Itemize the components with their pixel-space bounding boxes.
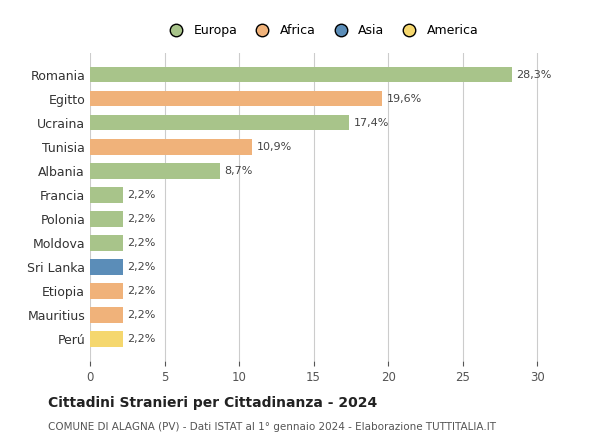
Bar <box>90 259 123 275</box>
Text: Cittadini Stranieri per Cittadinanza - 2024: Cittadini Stranieri per Cittadinanza - 2… <box>48 396 377 410</box>
Bar <box>90 307 123 323</box>
Text: COMUNE DI ALAGNA (PV) - Dati ISTAT al 1° gennaio 2024 - Elaborazione TUTTITALIA.: COMUNE DI ALAGNA (PV) - Dati ISTAT al 1°… <box>48 422 496 433</box>
Bar <box>90 187 123 202</box>
Text: 2,2%: 2,2% <box>127 238 155 248</box>
Bar <box>90 115 349 131</box>
Bar <box>90 211 123 227</box>
Bar <box>90 163 220 179</box>
Bar <box>90 139 253 154</box>
Bar <box>90 235 123 251</box>
Bar <box>90 91 382 106</box>
Text: 2,2%: 2,2% <box>127 262 155 272</box>
Legend: Europa, Africa, Asia, America: Europa, Africa, Asia, America <box>158 19 484 42</box>
Text: 2,2%: 2,2% <box>127 286 155 296</box>
Text: 19,6%: 19,6% <box>386 94 422 104</box>
Bar <box>90 283 123 299</box>
Text: 2,2%: 2,2% <box>127 190 155 200</box>
Text: 17,4%: 17,4% <box>354 117 389 128</box>
Text: 28,3%: 28,3% <box>516 70 551 80</box>
Text: 2,2%: 2,2% <box>127 334 155 344</box>
Text: 2,2%: 2,2% <box>127 310 155 320</box>
Text: 8,7%: 8,7% <box>224 166 253 176</box>
Bar <box>90 67 512 82</box>
Bar <box>90 331 123 347</box>
Text: 10,9%: 10,9% <box>257 142 292 152</box>
Text: 2,2%: 2,2% <box>127 214 155 224</box>
